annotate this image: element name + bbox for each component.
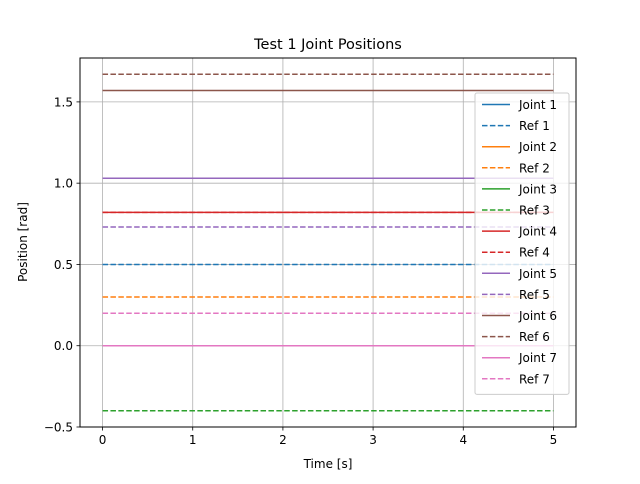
y-tick-label: −0.5 xyxy=(44,421,73,435)
y-axis-label: Position [rad] xyxy=(16,202,30,282)
legend-label: Ref 5 xyxy=(519,288,550,302)
legend-label: Ref 2 xyxy=(519,161,550,175)
legend-label: Joint 3 xyxy=(518,182,557,196)
x-tick-label: 4 xyxy=(459,433,467,447)
legend-label: Ref 4 xyxy=(519,246,550,260)
legend-label: Ref 3 xyxy=(519,204,550,218)
x-tick-label: 5 xyxy=(550,433,558,447)
y-tick-label: 1.5 xyxy=(54,95,73,109)
legend-label: Ref 7 xyxy=(519,372,550,386)
y-tick-label: 1.0 xyxy=(54,177,73,191)
legend-label: Joint 5 xyxy=(518,267,557,281)
legend-label: Joint 1 xyxy=(518,98,557,112)
x-tick-label: 0 xyxy=(99,433,107,447)
x-tick-label: 3 xyxy=(369,433,377,447)
x-axis-label: Time [s] xyxy=(303,457,353,471)
axis-ticks: 0 1 2 3 4 5 −0.5 0.0 0.5 1.0 1.5 xyxy=(44,95,557,447)
chart-title: Test 1 Joint Positions xyxy=(253,37,402,53)
x-tick-label: 1 xyxy=(189,433,197,447)
legend-box xyxy=(474,92,570,395)
legend-label: Joint 4 xyxy=(518,225,557,239)
legend: Joint 1 Ref 1 Joint 2 Ref 2 Joint 3 Ref 3 Join… xyxy=(474,92,570,395)
legend-label: Ref 1 xyxy=(519,119,550,133)
y-tick-label: 0.5 xyxy=(54,258,73,272)
legend-label: Joint 2 xyxy=(518,140,557,154)
y-tick-label: 0.0 xyxy=(54,339,73,353)
x-tick-label: 2 xyxy=(279,433,287,447)
plot-frame xyxy=(79,57,577,428)
legend-label: Ref 6 xyxy=(519,330,550,344)
legend-label: Joint 7 xyxy=(518,351,557,365)
legend-label: Joint 6 xyxy=(518,309,557,323)
